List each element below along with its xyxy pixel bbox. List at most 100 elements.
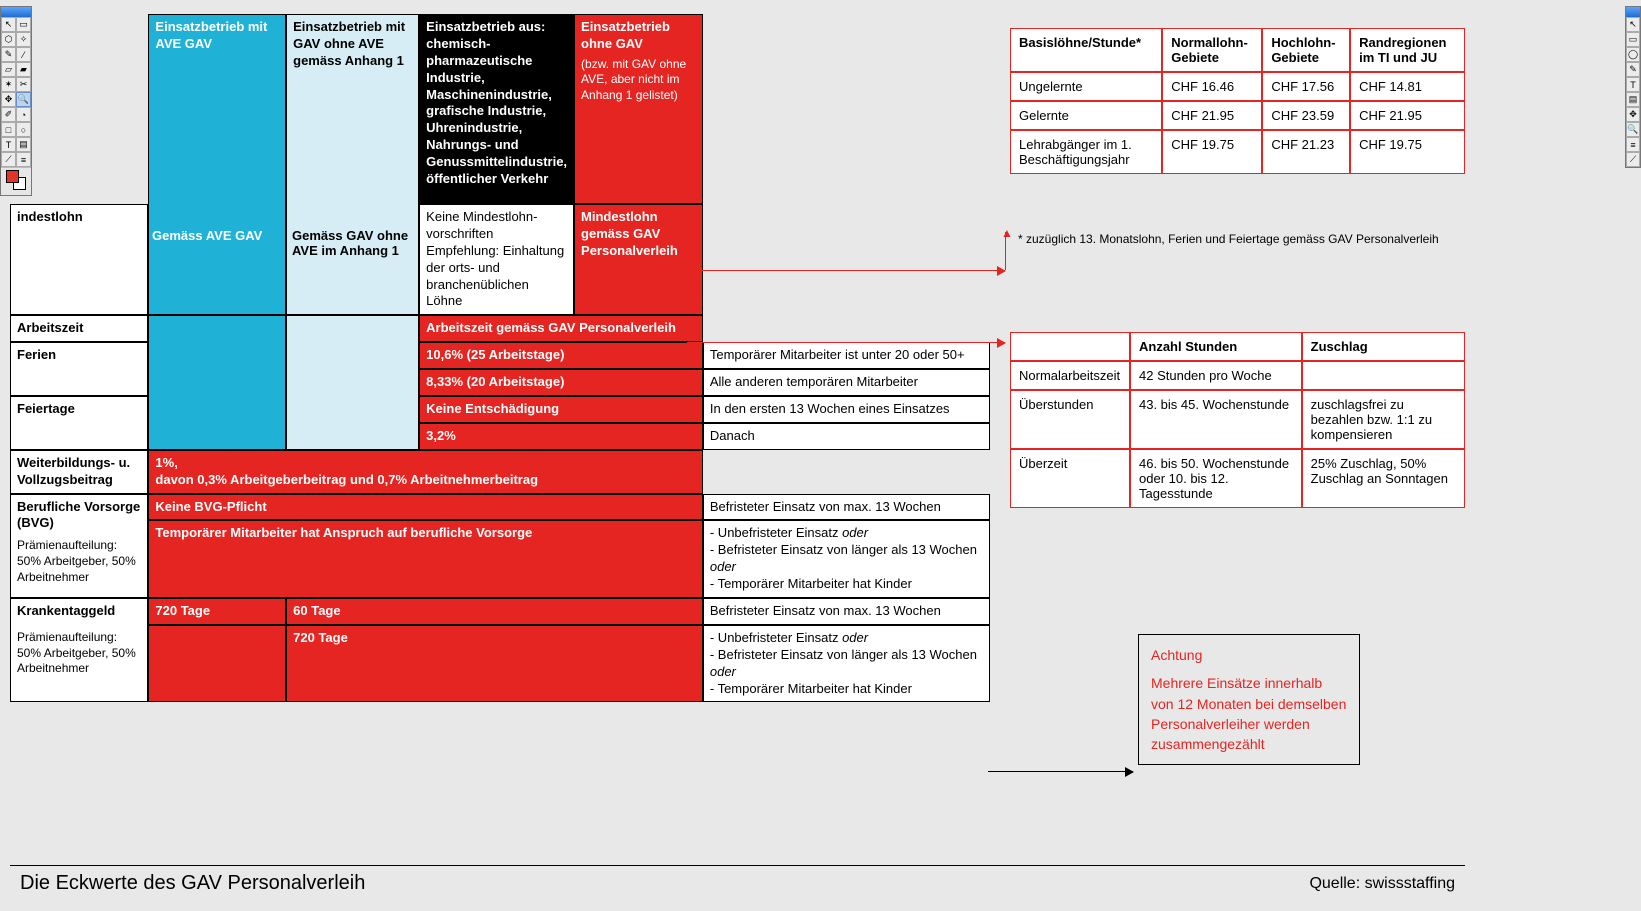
wt-r2: Überzeit 46. bis 50. Wochenstunde oder 1…: [1010, 449, 1465, 508]
tool-r9[interactable]: ≡: [1626, 137, 1640, 152]
row-bvg-2: Temporärer Mitarbeiter hat Anspruch auf …: [10, 520, 990, 598]
wages-footnote: * zuzüglich 13. Monatslohn, Ferien und F…: [1018, 232, 1439, 246]
label-bvg: Berufliche Vorsorge (BVG) Prämienaufteil…: [10, 494, 148, 598]
ktg-d2c: - Temporärer Mitarbeiter hat Kinder: [710, 681, 983, 698]
swatch-fg[interactable]: [6, 170, 19, 183]
tool-eyedropper[interactable]: ✐: [1, 107, 16, 122]
tool-brush[interactable]: ⁄: [16, 47, 31, 62]
color-swatches[interactable]: [1, 167, 31, 195]
pale-span: [286, 315, 419, 449]
wt-r1: Überstunden 43. bis 45. Wochenstunde zus…: [1010, 390, 1465, 449]
bvg-label: Berufliche Vorsorge (BVG): [17, 499, 141, 533]
arrow2: [687, 342, 1005, 343]
w23: CHF 19.75: [1350, 130, 1465, 174]
wt11: 43. bis 45. Wochenstunde: [1130, 390, 1302, 449]
footer: Die Eckwerte des GAV Personalverleih Que…: [10, 865, 1465, 901]
wages-r2: Lehrabgänger im 1. Beschäftigungsjahr CH…: [1010, 130, 1465, 174]
tool-path[interactable]: ⟋: [1, 152, 16, 167]
toolbox-right: ↖ ▭ ◯ ✎ T ▤ ✥ 🔍 ≡ ⟋: [1625, 6, 1641, 168]
hdr-col4a: Einsatzbetrieb ohne GAV: [581, 19, 696, 53]
bvg-r2: Temporärer Mitarbeiter hat Anspruch auf …: [148, 520, 702, 598]
wb-t2: davon 0,3% Arbeitgeberbeitrag und 0,7% A…: [155, 472, 695, 489]
wb-t1: 1%,: [155, 455, 695, 472]
ml-c1: Gemäss AVE GAV: [152, 228, 288, 243]
wth0: [1010, 332, 1130, 361]
tool-pencil[interactable]: ✎: [1, 47, 16, 62]
row-weiterbildung: Weiterbildungs- u. Vollzugsbeitrag 1%, d…: [10, 450, 990, 494]
bvg-d2b: - Befristeter Einsatz von länger als 13 …: [710, 542, 983, 576]
w01: CHF 16.46: [1162, 72, 1262, 101]
ml-c4: Mindestlohn gemäss GAV Personalverleih: [574, 204, 703, 315]
wt20: Überzeit: [1010, 449, 1130, 508]
tool-blur[interactable]: ◔: [16, 107, 31, 122]
label-feiertage: Feiertage: [10, 396, 148, 450]
toolbox-right-handle[interactable]: [1626, 7, 1640, 17]
label-arbeitszeit: Arbeitszeit: [10, 315, 148, 342]
bvg-d2: - Unbefristeter Einsatz oder - Befristet…: [703, 520, 990, 598]
ft-r1: Keine Entschädigung: [419, 396, 703, 423]
tool-r2[interactable]: ▭: [1626, 32, 1640, 47]
tool-wand[interactable]: ✧: [16, 32, 31, 47]
wt01: 42 Stunden pro Woche: [1130, 361, 1302, 390]
warning-box: Achtung Mehrere Einsätze innerhalb von 1…: [1138, 634, 1360, 765]
tool-ellipse-shape[interactable]: ○: [16, 122, 31, 137]
ft-r2: 3,2%: [419, 423, 703, 450]
wth2: Zuschlag: [1302, 332, 1465, 361]
tool-stamp[interactable]: ✶: [1, 77, 16, 92]
main-table: Einsatzbetrieb mit AVE GAV Einsatzbetrie…: [10, 14, 990, 702]
canvas: Einsatzbetrieb mit AVE GAV Einsatzbetrie…: [10, 14, 1629, 901]
label-ferien: Ferien: [10, 342, 148, 396]
hdr-col2: Einsatzbetrieb mit GAV ohne AVE gemäss A…: [286, 14, 419, 315]
tool-select-rect[interactable]: ▭: [16, 17, 31, 32]
wages-r0: Ungelernte CHF 16.46 CHF 17.56 CHF 14.81: [1010, 72, 1465, 101]
tool-gradient[interactable]: ▤: [16, 137, 31, 152]
arrow1-head-up: ▲: [1001, 226, 1013, 240]
ft-d1: In den ersten 13 Wochen eines Einsatzes: [703, 396, 990, 423]
tool-measure[interactable]: ≡: [16, 152, 31, 167]
w00: Ungelernte: [1010, 72, 1162, 101]
wt-r0: Normalarbeitszeit 42 Stunden pro Woche: [1010, 361, 1465, 390]
wb-text: 1%, davon 0,3% Arbeitgeberbeitrag und 0,…: [148, 450, 702, 494]
az-span: Arbeitszeit gemäss GAV Personalverleih: [419, 315, 703, 342]
tool-r8[interactable]: 🔍: [1626, 122, 1640, 137]
tool-fill[interactable]: ▰: [16, 62, 31, 77]
tool-text[interactable]: T: [1, 137, 16, 152]
tool-r6[interactable]: ▤: [1626, 92, 1640, 107]
arrow3: [988, 771, 1133, 772]
w12: CHF 23.59: [1262, 101, 1350, 130]
row-ktg-2: 720 Tage - Unbefristeter Einsatz oder - …: [10, 625, 990, 703]
wt22: 25% Zuschlag, 50% Zuschlag an Sonntagen: [1302, 449, 1465, 508]
bvg-sub: Prämienaufteilung: 50% Arbeitgeber, 50% …: [17, 538, 141, 585]
tool-crop[interactable]: ✂: [16, 77, 31, 92]
tool-rect-shape[interactable]: □: [1, 122, 16, 137]
tool-move[interactable]: ✥: [1, 92, 16, 107]
tool-r1[interactable]: ↖: [1626, 17, 1640, 32]
w02: CHF 17.56: [1262, 72, 1350, 101]
tool-r3[interactable]: ◯: [1626, 47, 1640, 62]
bvg-d2c: - Temporärer Mitarbeiter hat Kinder: [710, 576, 983, 593]
wages-hdr: Basislöhne/Stunde* Normallohn-Gebiete Ho…: [1010, 28, 1465, 72]
wh1: Normallohn-Gebiete: [1162, 28, 1262, 72]
tool-lasso[interactable]: ⬡: [1, 32, 16, 47]
tool-pointer[interactable]: ↖: [1, 17, 16, 32]
ktg-d2: - Unbefristeter Einsatz oder - Befristet…: [703, 625, 990, 703]
tool-r7[interactable]: ✥: [1626, 107, 1640, 122]
w13: CHF 21.95: [1350, 101, 1465, 130]
w21: CHF 19.75: [1162, 130, 1262, 174]
blank2: [703, 14, 990, 204]
ferien-d2: Alle anderen temporären Mitarbeiter: [703, 369, 990, 396]
wages-r1: Gelernte CHF 21.95 CHF 23.59 CHF 21.95: [1010, 101, 1465, 130]
tool-r10[interactable]: ⟋: [1626, 152, 1640, 167]
bvg-r1: Keine BVG-Pflicht: [148, 494, 702, 521]
wages-table: Basislöhne/Stunde* Normallohn-Gebiete Ho…: [1010, 28, 1465, 174]
wt-hdr: Anzahl Stunden Zuschlag: [1010, 332, 1465, 361]
tool-zoom[interactable]: 🔍: [16, 92, 31, 107]
toolbox-handle[interactable]: [1, 7, 31, 17]
tool-eraser[interactable]: ▱: [1, 62, 16, 77]
wt02: [1302, 361, 1465, 390]
tool-r5[interactable]: T: [1626, 77, 1640, 92]
ferien-r2: 8,33% (20 Arbeitstage): [419, 369, 703, 396]
row-ktg-1: Krankentaggeld Prämienaufteilung: 50% Ar…: [10, 598, 990, 625]
tool-r4[interactable]: ✎: [1626, 62, 1640, 77]
wt21: 46. bis 50. Wochenstunde oder 10. bis 12…: [1130, 449, 1302, 508]
